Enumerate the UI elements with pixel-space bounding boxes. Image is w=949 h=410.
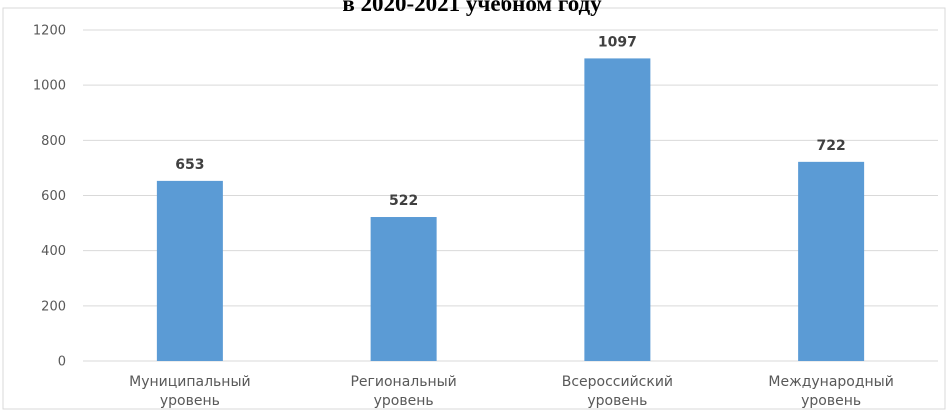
bar — [370, 217, 437, 361]
y-tick-label: 800 — [41, 134, 66, 149]
y-tick-label: 1000 — [33, 79, 66, 94]
data-label: 1097 — [598, 34, 637, 50]
data-label: 522 — [389, 193, 418, 209]
x-tick-label: Региональный уровень — [350, 374, 456, 409]
y-tick-label: 200 — [41, 299, 66, 314]
x-tick-label: Международный уровень — [768, 374, 893, 409]
bar — [798, 161, 865, 361]
y-tick-label: 1200 — [33, 24, 66, 39]
y-tick-label: 600 — [41, 189, 66, 204]
data-label: 653 — [175, 157, 204, 173]
chart-title: в 2020-2021 учебном году — [342, 0, 602, 16]
x-tick-label: Муниципальный уровень — [129, 374, 250, 409]
y-tick-label: 0 — [58, 355, 66, 370]
bar — [584, 58, 651, 362]
data-label: 722 — [817, 138, 846, 154]
chart-border — [2, 7, 946, 410]
y-tick-label: 400 — [41, 244, 66, 259]
bar — [156, 180, 223, 361]
x-tick-label: Всероссийский уровень — [562, 374, 673, 409]
